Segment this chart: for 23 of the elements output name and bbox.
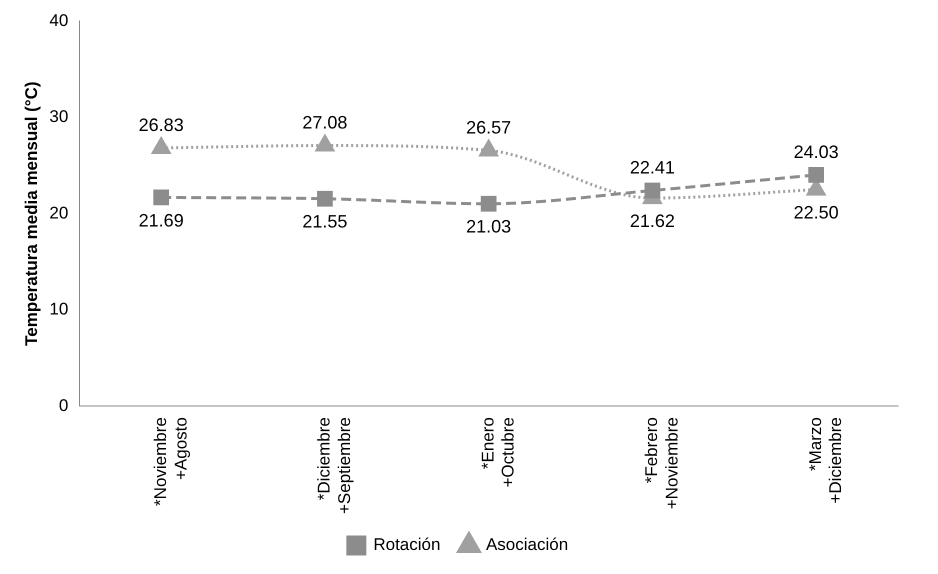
y-tick-label: 20 <box>49 203 68 222</box>
y-tick-label: 0 <box>58 396 68 415</box>
legend-label: Asociación <box>486 535 568 554</box>
data-label: 26.83 <box>138 114 184 135</box>
legend-label: Rotación <box>373 535 440 554</box>
x-tick-label: *Enero +Octubre <box>478 417 518 488</box>
data-label: 24.03 <box>794 142 839 162</box>
data-label: 22.50 <box>794 202 839 223</box>
x-tick-label: *Marzo +Diciembre <box>806 417 846 504</box>
x-tick-label: *Noviembre +Agosto <box>150 417 190 506</box>
data-label: 21.03 <box>466 216 512 237</box>
y-tick-label: 10 <box>49 300 68 319</box>
y-axis-title: Temperatura media mensual (°C) <box>22 81 41 346</box>
data-label: 27.08 <box>302 112 348 133</box>
data-label: 21.55 <box>302 212 348 232</box>
x-tick-label: *Diciembre +Septiembre <box>314 417 354 514</box>
data-label: 21.62 <box>630 211 675 232</box>
y-tick-label: 40 <box>49 10 68 30</box>
data-label: 26.57 <box>466 117 512 138</box>
data-label: 22.41 <box>630 157 675 178</box>
x-tick-label: *Febrero +Noviembre <box>642 417 682 510</box>
data-label: 21.69 <box>138 210 184 230</box>
y-tick-label: 30 <box>49 107 68 126</box>
